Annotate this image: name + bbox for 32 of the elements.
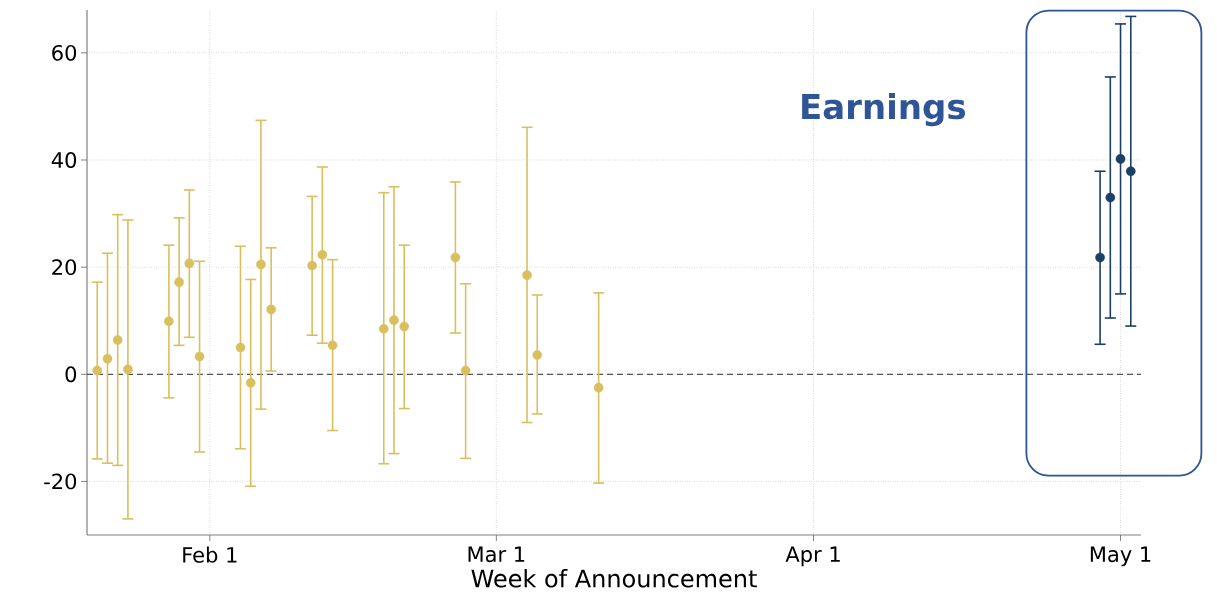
point — [378, 323, 389, 334]
point — [1115, 154, 1126, 164]
x-tick-label: Apr 1 — [785, 546, 840, 567]
point — [102, 353, 113, 364]
point — [235, 342, 246, 353]
point — [307, 260, 317, 271]
point — [112, 335, 123, 345]
x-tick-label: Mar 1 — [468, 546, 525, 563]
point — [174, 277, 184, 287]
point — [92, 365, 103, 376]
point — [317, 250, 328, 260]
point — [164, 316, 174, 327]
y-tick-label: -20 — [44, 473, 77, 490]
point — [184, 258, 195, 269]
point — [1095, 252, 1105, 263]
point — [123, 364, 133, 375]
point — [194, 351, 205, 362]
y-tick-label: 0 — [65, 366, 77, 383]
point — [327, 340, 338, 351]
point — [1105, 192, 1116, 203]
x-tick-label: Feb 1 — [183, 546, 237, 563]
point — [266, 304, 276, 315]
x-tick-label: May 1 — [1090, 546, 1151, 567]
point — [256, 259, 266, 270]
y-tick-label: 40 — [51, 152, 77, 168]
point — [1125, 166, 1136, 177]
y-tick-label: 20 — [52, 259, 77, 276]
y-tick-label: 60 — [52, 44, 77, 61]
text: Earnings — [802, 93, 965, 127]
x-axis-title: Week of Announcement — [471, 569, 757, 588]
point — [245, 378, 256, 388]
point — [389, 315, 399, 325]
